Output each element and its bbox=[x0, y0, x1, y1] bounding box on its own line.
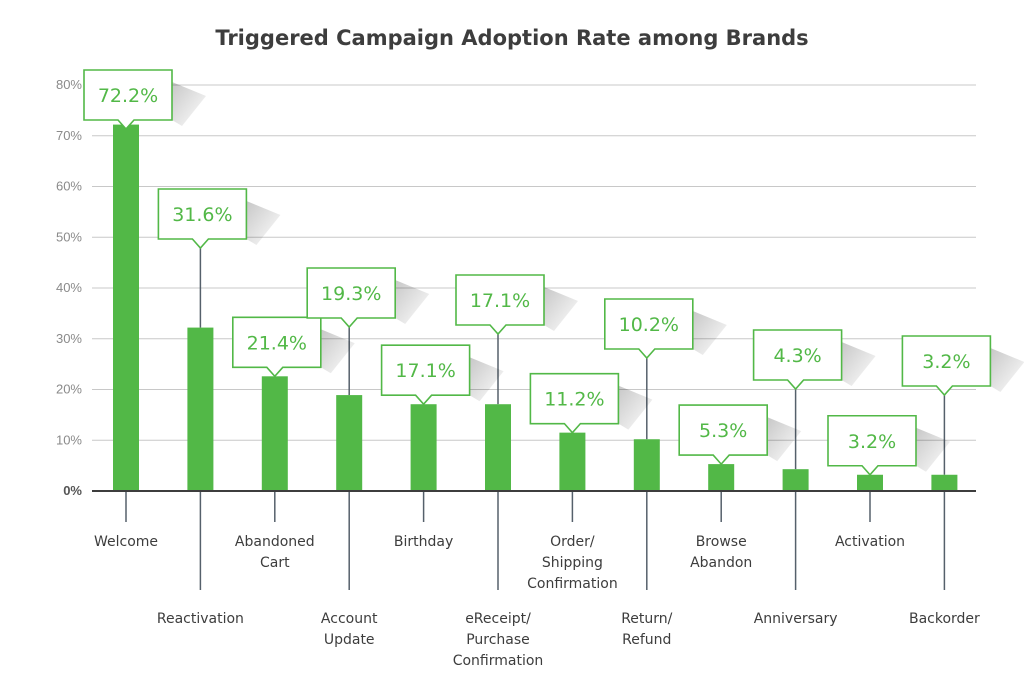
data-label: 19.3% bbox=[321, 283, 381, 305]
callout-shadow bbox=[767, 417, 802, 462]
y-tick-label: 10% bbox=[56, 432, 82, 447]
callout-shadow bbox=[246, 201, 281, 245]
bar bbox=[187, 327, 214, 491]
value-callout bbox=[83, 69, 173, 131]
category-label: Activation bbox=[835, 534, 905, 550]
value-callouts: 72.2% 31.6% 21.4% 19.3% 17.1% 17.1% 11.2% 10.2%… bbox=[83, 69, 1024, 476]
callout-shadow bbox=[172, 82, 206, 126]
callout-shadow bbox=[618, 385, 653, 430]
value-callout bbox=[901, 335, 992, 397]
bars bbox=[113, 124, 958, 492]
category-label: Anniversary bbox=[754, 611, 838, 627]
category-label: Order/ bbox=[550, 534, 595, 550]
category-label: Shipping bbox=[542, 555, 603, 571]
data-label: 11.2% bbox=[544, 389, 604, 411]
callout-shadow bbox=[916, 427, 950, 472]
bar bbox=[559, 432, 586, 491]
y-axis-ticks: 0% 10% 20% 30% 40% 50% 60% 70% 80% bbox=[56, 77, 82, 498]
y-tick-label: 0% bbox=[63, 483, 82, 498]
data-label: 4.3% bbox=[773, 345, 821, 367]
callout-shadow bbox=[841, 342, 876, 386]
category-label: Refund bbox=[622, 632, 671, 648]
leader-lines bbox=[125, 248, 946, 590]
category-label: eReceipt/ bbox=[465, 611, 531, 627]
callout-shadow bbox=[544, 287, 578, 331]
value-callout bbox=[604, 298, 694, 360]
data-label: 3.2% bbox=[922, 351, 970, 373]
bar bbox=[931, 474, 958, 491]
y-tick-label: 50% bbox=[56, 229, 82, 244]
bar bbox=[708, 464, 735, 491]
callout-shadow bbox=[990, 348, 1024, 392]
callout-shadow bbox=[692, 311, 727, 355]
value-callout bbox=[752, 329, 843, 391]
data-label: 5.3% bbox=[699, 420, 747, 442]
data-label: 31.6% bbox=[172, 204, 232, 226]
bar bbox=[485, 404, 511, 491]
data-label: 17.1% bbox=[395, 360, 455, 382]
y-tick-label: 70% bbox=[56, 128, 82, 143]
category-label: Abandoned bbox=[235, 534, 315, 550]
y-tick-label: 60% bbox=[56, 179, 82, 194]
category-label: Birthday bbox=[394, 534, 453, 550]
data-label: 21.4% bbox=[247, 332, 307, 354]
data-label: 72.2% bbox=[98, 85, 158, 107]
bar bbox=[261, 376, 288, 491]
value-callout bbox=[380, 344, 471, 406]
category-label: Reactivation bbox=[157, 611, 244, 627]
category-label: Update bbox=[324, 632, 375, 648]
callout-shadow bbox=[320, 329, 355, 374]
category-label: Welcome bbox=[94, 534, 158, 550]
category-label: Browse bbox=[696, 534, 747, 550]
callout-shadow bbox=[469, 357, 504, 402]
category-label: Purchase bbox=[466, 632, 530, 648]
bar bbox=[633, 439, 660, 491]
category-label: Account bbox=[321, 611, 378, 627]
category-labels: Welcome Reactivation Abandoned Cart Account U… bbox=[94, 534, 980, 669]
callout-shadow bbox=[395, 280, 430, 324]
bar bbox=[782, 469, 809, 491]
value-callout bbox=[678, 404, 768, 466]
chart-title: Triggered Campaign Adoption Rate among B… bbox=[215, 26, 809, 50]
value-callout bbox=[827, 414, 917, 476]
value-callout bbox=[232, 316, 322, 378]
category-label: Confirmation bbox=[453, 653, 544, 669]
value-callout bbox=[455, 274, 545, 336]
data-label: 10.2% bbox=[619, 314, 679, 336]
value-callout bbox=[306, 267, 396, 329]
y-tick-label: 20% bbox=[56, 382, 82, 397]
data-label: 17.1% bbox=[470, 290, 530, 312]
bar bbox=[857, 474, 883, 491]
y-tick-label: 30% bbox=[56, 331, 82, 346]
y-tick-label: 40% bbox=[56, 280, 82, 295]
bar bbox=[113, 124, 139, 492]
category-label: Confirmation bbox=[527, 576, 618, 592]
value-callout bbox=[157, 188, 248, 250]
category-label: Cart bbox=[260, 555, 290, 571]
data-label: 3.2% bbox=[848, 431, 896, 453]
bar bbox=[336, 395, 363, 491]
value-callout bbox=[529, 372, 620, 434]
bar bbox=[410, 404, 437, 491]
y-tick-label: 80% bbox=[56, 77, 82, 92]
category-label: Return/ bbox=[621, 611, 672, 627]
category-label: Backorder bbox=[909, 611, 980, 627]
category-label: Abandon bbox=[690, 555, 752, 571]
